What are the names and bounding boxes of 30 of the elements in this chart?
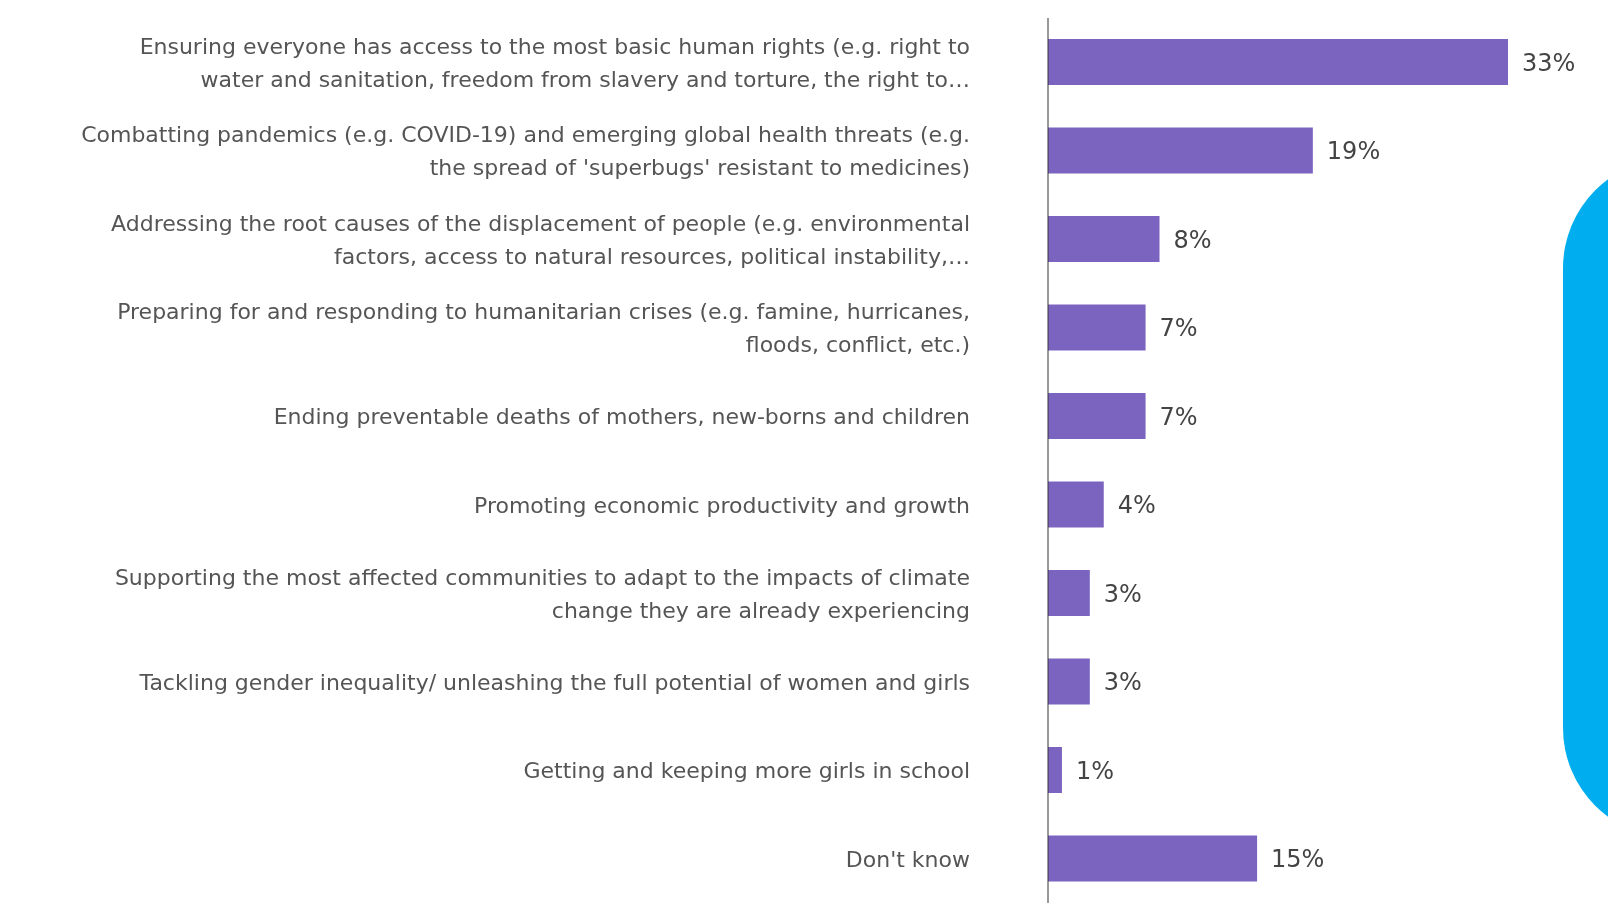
y-tick-label: Ensuring everyone has access to the most basic human rights (e.g. right to water and sanitation, freedom from slavery and torture, the right to… [139,33,970,92]
bar [1048,39,1508,85]
data-label: 1% [1075,756,1115,785]
data-label: 8% [1173,225,1212,254]
bar [1048,835,1258,882]
data-label: 7% [1159,402,1198,431]
bar [1048,747,1062,793]
y-tick-label: Ending preventable deaths of mothers, new-borns and children [273,403,970,429]
y-tick-label: Preparing for and responding to humanitarian crises (e.g. famine, hurricanes, floods, conflict, etc.) [117,298,970,357]
bar [1048,216,1160,262]
bar [1048,304,1146,351]
y-tick-label: Tackling gender inequality/ unleashing the full potential of women and girls [138,669,970,695]
data-label: 15% [1271,845,1325,874]
bar [1048,481,1104,528]
bar [1048,570,1090,616]
bar [1048,658,1090,705]
data-label: 4% [1117,491,1156,520]
y-tick-label: Combatting pandemics (e.g. COVID-19) and emerging global health threats (e.g. the spread of 'superbugs' resistant to medicines) [81,121,970,180]
data-label: 3% [1103,579,1142,608]
data-label: 3% [1103,668,1142,697]
data-label: 7% [1159,314,1198,343]
data-label: 33% [1522,48,1576,77]
y-tick-label: Supporting the most affected communities to adapt to the impacts of climate change they are already experiencing [114,564,970,623]
bar [1048,127,1313,174]
y-tick-label: Don't know [845,846,970,872]
bar [1048,393,1146,439]
y-tick-label: Getting and keeping more girls in school [523,757,970,783]
y-tick-label: Addressing the root causes of the displacement of people (e.g. environmental factors, access to natural resources, political instability,… [111,210,970,269]
y-tick-label: Promoting economic productivity and growth [474,492,970,518]
data-label: 19% [1326,137,1381,166]
